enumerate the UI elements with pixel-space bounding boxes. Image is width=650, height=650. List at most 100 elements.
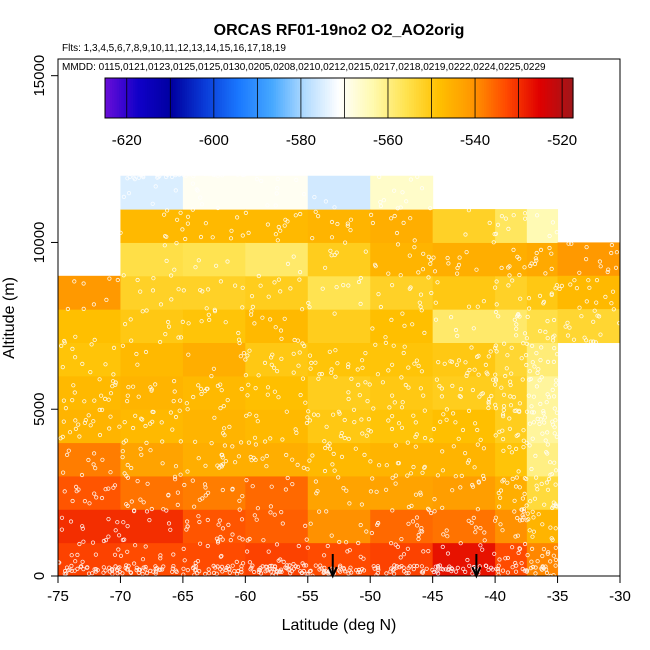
colorbar-frame — [104, 77, 574, 119]
track-point — [398, 205, 403, 210]
track-point — [450, 411, 456, 416]
track-point — [218, 554, 223, 559]
track-point — [529, 546, 535, 552]
track-point — [363, 350, 368, 356]
track-point — [135, 277, 140, 283]
x-tick-label: -30 — [609, 588, 631, 605]
heatmap-cell — [58, 375, 121, 410]
colorbar-swatch — [390, 78, 394, 118]
track-point — [235, 172, 240, 177]
track-point — [415, 174, 420, 179]
track-point — [158, 339, 163, 345]
track-point — [418, 386, 423, 391]
colorbar-swatch — [411, 78, 415, 118]
track-point — [291, 566, 297, 571]
track-point — [531, 420, 537, 425]
track-point — [511, 394, 517, 400]
track-point — [349, 167, 354, 172]
track-point — [542, 502, 547, 507]
track-point — [335, 221, 340, 227]
colorbar-swatch — [245, 78, 249, 118]
track-point — [296, 363, 301, 368]
colorbar-swatch — [151, 78, 155, 118]
track-point — [72, 568, 77, 573]
track-point — [473, 525, 478, 530]
colorbar-swatch — [481, 78, 485, 118]
track-point — [157, 173, 162, 178]
track-point — [306, 300, 311, 306]
track-point — [483, 362, 488, 367]
colorbar-swatch — [184, 78, 188, 118]
colorbar-swatch — [331, 78, 335, 118]
track-point — [211, 563, 216, 569]
track-point — [269, 563, 274, 569]
track-point — [245, 393, 250, 398]
track-point — [401, 350, 406, 356]
colorbar-swatch — [191, 78, 195, 118]
track-point — [528, 565, 534, 571]
heatmap-cell — [526, 309, 559, 344]
track-point — [129, 499, 134, 504]
track-point — [276, 395, 281, 400]
track-point — [492, 518, 498, 523]
track-point — [522, 211, 528, 216]
track-point — [203, 221, 208, 226]
track-point — [498, 522, 503, 527]
track-point — [337, 539, 342, 545]
track-point — [444, 417, 449, 422]
track-point — [135, 478, 140, 484]
track-point — [234, 559, 239, 565]
track-point — [512, 498, 517, 503]
track-point — [125, 176, 130, 181]
track-point — [471, 326, 476, 331]
track-point — [389, 362, 395, 367]
colorbar-swatch — [250, 78, 254, 118]
track-point — [410, 322, 415, 327]
track-point — [471, 515, 476, 521]
track-point — [166, 319, 171, 325]
track-point — [389, 566, 394, 571]
track-point — [617, 320, 622, 326]
track-point — [491, 240, 496, 245]
track-point — [436, 359, 441, 365]
track-point — [73, 334, 78, 339]
track-point — [540, 565, 545, 570]
track-point — [587, 285, 592, 290]
heatmap-cell — [432, 409, 496, 444]
track-point — [73, 418, 78, 423]
track-point — [509, 545, 515, 550]
colorbar-swatch — [427, 78, 431, 118]
track-point — [324, 509, 329, 514]
track-point — [97, 377, 102, 382]
track-point — [341, 282, 346, 288]
track-point — [404, 199, 409, 204]
track-point — [302, 343, 307, 349]
track-point — [351, 407, 357, 412]
track-point — [312, 195, 317, 200]
track-point — [304, 420, 309, 426]
colorbar-swatch — [306, 78, 310, 118]
colorbar-tick-label: -600 — [199, 132, 229, 149]
track-point — [237, 507, 242, 512]
colorbar-swatch — [491, 78, 495, 118]
track-point — [111, 485, 116, 490]
track-point — [362, 167, 367, 173]
track-point — [524, 362, 529, 368]
track-point — [472, 465, 477, 470]
colorbar-swatch — [161, 78, 165, 118]
colorbar-swatch — [247, 78, 251, 118]
track-point — [62, 489, 67, 494]
track-point — [389, 317, 394, 322]
track-point — [215, 463, 220, 468]
track-point — [182, 558, 187, 563]
track-point — [432, 509, 437, 514]
track-point — [529, 261, 534, 266]
track-point — [543, 271, 548, 276]
track-point — [108, 470, 113, 475]
track-point — [496, 490, 501, 496]
track-point — [547, 233, 552, 239]
track-point — [407, 564, 413, 569]
track-point — [237, 498, 242, 503]
track-point — [529, 466, 534, 472]
colorbar-swatch — [207, 78, 211, 118]
